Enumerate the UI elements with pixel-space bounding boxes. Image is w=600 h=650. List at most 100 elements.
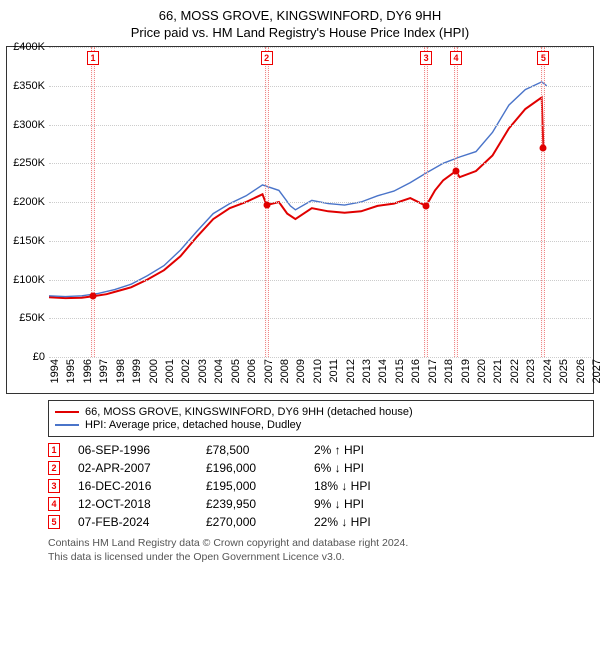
- footer-line-2: This data is licensed under the Open Gov…: [48, 551, 594, 565]
- transaction-price: £239,950: [206, 497, 296, 511]
- chart-container: 66, MOSS GROVE, KINGSWINFORD, DY6 9HH Pr…: [0, 0, 600, 572]
- legend-label: HPI: Average price, detached house, Dudl…: [85, 419, 301, 431]
- x-axis-label: 1999: [131, 359, 143, 383]
- gridline: [49, 280, 591, 281]
- y-axis-label: £100K: [13, 274, 49, 286]
- transaction-date: 07-FEB-2024: [78, 515, 188, 529]
- chart-box: £0£50K£100K£150K£200K£250K£300K£350K£400…: [6, 46, 594, 394]
- chart-area: £0£50K£100K£150K£200K£250K£300K£350K£400…: [49, 47, 591, 357]
- x-axis-label: 1994: [49, 359, 61, 383]
- transaction-row: 1 06-SEP-1996 £78,500 2% ↑ HPI: [48, 443, 594, 457]
- x-axis-label: 2011: [328, 359, 340, 383]
- x-axis-label: 2023: [525, 359, 537, 383]
- x-axis-label: 2027: [591, 359, 600, 383]
- x-axis-label: 2012: [345, 359, 357, 383]
- transaction-diff: 18% ↓ HPI: [314, 479, 424, 493]
- sale-flag-3: 3: [420, 51, 432, 65]
- x-axis-label: 1995: [65, 359, 77, 383]
- legend-row: 66, MOSS GROVE, KINGSWINFORD, DY6 9HH (d…: [55, 406, 587, 418]
- x-axis-label: 2002: [180, 359, 192, 383]
- sale-marker: [263, 202, 270, 209]
- y-axis-label: £300K: [13, 119, 49, 131]
- gridline: [49, 202, 591, 203]
- flag-band: [91, 47, 95, 357]
- x-axis-label: 2018: [443, 359, 455, 383]
- x-axis-label: 2022: [509, 359, 521, 383]
- gridline: [49, 47, 591, 48]
- transaction-date: 12-OCT-2018: [78, 497, 188, 511]
- x-axis-label: 2013: [361, 359, 373, 383]
- legend-swatch: [55, 424, 79, 426]
- sale-flag-4: 4: [450, 51, 462, 65]
- x-axis-label: 1996: [82, 359, 94, 383]
- x-axis-label: 2024: [542, 359, 554, 383]
- x-axis-labels: 1994 1995 1996 1997 1998 1999 2000 2001 2002 2003…: [49, 357, 591, 393]
- transaction-flag: 5: [48, 515, 60, 529]
- x-axis-label: 2005: [230, 359, 242, 383]
- legend-label: 66, MOSS GROVE, KINGSWINFORD, DY6 9HH (d…: [85, 406, 413, 418]
- transaction-price: £78,500: [206, 443, 296, 457]
- gridline: [49, 125, 591, 126]
- transaction-flag: 2: [48, 461, 60, 475]
- x-axis-label: 2004: [213, 359, 225, 383]
- transaction-row: 5 07-FEB-2024 £270,000 22% ↓ HPI: [48, 515, 594, 529]
- x-axis-label: 2000: [148, 359, 160, 383]
- x-axis-label: 2009: [295, 359, 307, 383]
- sale-marker: [452, 168, 459, 175]
- x-axis-label: 2015: [394, 359, 406, 383]
- transaction-price: £196,000: [206, 461, 296, 475]
- gridline: [49, 241, 591, 242]
- x-axis-label: 2010: [312, 359, 324, 383]
- y-axis-label: £150K: [13, 235, 49, 247]
- chart-title: 66, MOSS GROVE, KINGSWINFORD, DY6 9HH: [6, 8, 594, 23]
- transaction-row: 2 02-APR-2007 £196,000 6% ↓ HPI: [48, 461, 594, 475]
- x-axis-label: 1997: [98, 359, 110, 383]
- footer-attribution: Contains HM Land Registry data © Crown c…: [48, 537, 594, 564]
- gridline: [49, 163, 591, 164]
- transaction-table: 1 06-SEP-1996 £78,500 2% ↑ HPI 2 02-APR-2007 £…: [48, 443, 594, 529]
- transaction-price: £270,000: [206, 515, 296, 529]
- gridline: [49, 86, 591, 87]
- transaction-date: 16-DEC-2016: [78, 479, 188, 493]
- flag-band: [454, 47, 458, 357]
- sale-flag-1: 1: [87, 51, 99, 65]
- transaction-diff: 2% ↑ HPI: [314, 443, 424, 457]
- x-axis-label: 2025: [558, 359, 570, 383]
- y-axis-label: £0: [33, 351, 49, 363]
- transaction-price: £195,000: [206, 479, 296, 493]
- x-axis-label: 2026: [575, 359, 587, 383]
- x-axis-label: 1998: [115, 359, 127, 383]
- x-axis-label: 2019: [460, 359, 472, 383]
- y-axis-label: £400K: [13, 41, 49, 53]
- y-axis-label: £350K: [13, 80, 49, 92]
- x-axis-label: 2001: [164, 359, 176, 383]
- x-axis-label: 2007: [263, 359, 275, 383]
- transaction-flag: 1: [48, 443, 60, 457]
- series-line: [49, 97, 543, 298]
- transaction-diff: 22% ↓ HPI: [314, 515, 424, 529]
- x-axis-label: 2003: [197, 359, 209, 383]
- sale-flag-5: 5: [537, 51, 549, 65]
- transaction-row: 3 16-DEC-2016 £195,000 18% ↓ HPI: [48, 479, 594, 493]
- transaction-row: 412-OCT-2018£239,9509% ↓ HPI: [48, 497, 594, 511]
- sale-marker: [540, 144, 547, 151]
- y-axis-label: £200K: [13, 196, 49, 208]
- x-axis-label: 2017: [427, 359, 439, 383]
- x-axis-label: 2016: [410, 359, 422, 383]
- gridline: [49, 318, 591, 319]
- transaction-diff: 6% ↓ HPI: [314, 461, 424, 475]
- footer-line-1: Contains HM Land Registry data © Crown c…: [48, 537, 594, 551]
- sale-flag-2: 2: [261, 51, 273, 65]
- series-line: [49, 82, 547, 297]
- y-axis-label: £50K: [19, 312, 49, 324]
- x-axis-label: 2014: [377, 359, 389, 383]
- plot-region: £0£50K£100K£150K£200K£250K£300K£350K£400…: [49, 47, 591, 357]
- legend-row: HPI: Average price, detached house, Dudl…: [55, 419, 587, 431]
- y-axis-label: £250K: [13, 157, 49, 169]
- transaction-date: 06-SEP-1996: [78, 443, 188, 457]
- chart-subtitle: Price paid vs. HM Land Registry's House …: [6, 25, 594, 40]
- legend-swatch: [55, 411, 79, 413]
- sale-marker: [90, 293, 97, 300]
- transaction-date: 02-APR-2007: [78, 461, 188, 475]
- transaction-flag: 3: [48, 479, 60, 493]
